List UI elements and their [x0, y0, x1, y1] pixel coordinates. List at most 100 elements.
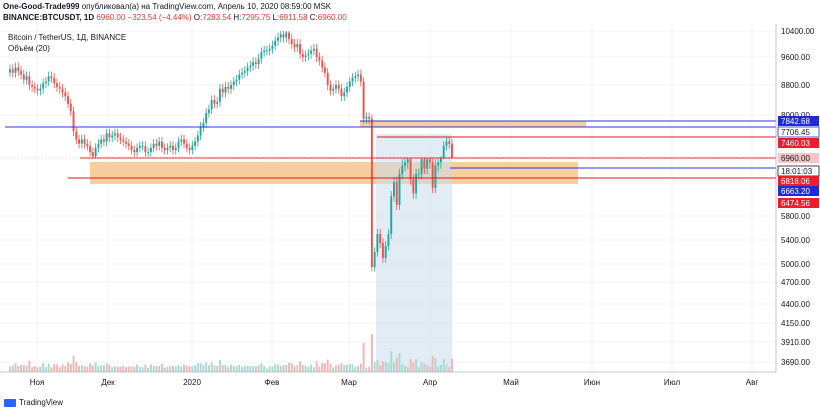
candle — [80, 139, 83, 144]
candle — [185, 143, 188, 148]
candle — [393, 182, 395, 197]
candle — [381, 243, 384, 258]
volume-bar — [221, 365, 224, 372]
candle — [64, 92, 67, 97]
volume-bar — [321, 362, 324, 372]
volume-bar — [381, 361, 384, 372]
chart-header-ohlc: BINANCE:BTCUSDT, 1D 6960.00 −323.54 (−4.… — [3, 13, 347, 22]
candle — [138, 145, 141, 148]
time-tick-label: Дек — [101, 378, 115, 387]
time-tick-label: Мар — [341, 378, 357, 387]
price-label-box — [778, 186, 819, 196]
volume-bar — [442, 359, 445, 372]
candle — [191, 145, 194, 151]
volume-bar — [130, 366, 133, 372]
candle — [55, 83, 58, 87]
candle — [348, 81, 351, 87]
price-chart[interactable]: 10400.00 9600.00 8800.00 8000.00 5800.00 5400… — [0, 24, 820, 396]
volume-bar — [257, 365, 260, 372]
volume-bar — [47, 363, 50, 372]
volume-bar — [138, 367, 141, 372]
volume-bar — [33, 366, 36, 372]
volume-bar — [183, 364, 186, 372]
grid-lines — [0, 24, 776, 372]
candle — [17, 67, 20, 71]
volume-bar — [102, 365, 105, 372]
candle — [127, 143, 130, 146]
candle — [14, 67, 17, 73]
volume-bar — [268, 366, 271, 372]
candle — [318, 57, 321, 61]
volume-bar — [359, 363, 362, 372]
candle — [337, 85, 340, 89]
volume-bar — [42, 363, 45, 372]
volume-bar — [44, 366, 47, 372]
candle — [373, 252, 376, 267]
candle — [359, 74, 362, 82]
candle — [136, 147, 139, 153]
volume-bar — [285, 365, 288, 372]
candle — [169, 145, 172, 148]
volume-bar — [108, 364, 111, 372]
volume-bar — [202, 364, 205, 372]
candle — [102, 139, 105, 142]
volume-bar — [318, 366, 321, 372]
price-axis[interactable]: 10400.00 9600.00 8800.00 8000.00 5800.00 5400… — [781, 27, 815, 367]
candle — [111, 135, 114, 138]
candle — [28, 76, 31, 85]
price-tick-label: 4400.00 — [781, 300, 810, 309]
candle — [365, 116, 368, 119]
time-tick-label: Фев — [265, 378, 280, 387]
volume-bar — [296, 364, 299, 372]
volume-bar — [28, 360, 31, 372]
candle — [401, 165, 404, 175]
volume-bar — [288, 362, 290, 372]
volume-bar — [163, 367, 166, 372]
candle — [265, 50, 268, 52]
volume-bar — [329, 363, 332, 372]
price-tick-label: 8000.00 — [781, 111, 810, 120]
volume-bar — [299, 361, 302, 372]
volume-bar — [238, 364, 241, 372]
candle — [207, 109, 210, 114]
candle — [390, 196, 393, 234]
candle — [276, 37, 279, 41]
candle — [332, 88, 335, 91]
price-label-box — [778, 153, 819, 163]
volume-bar — [252, 366, 255, 372]
candle — [299, 44, 302, 54]
price-tick-label: 3690.00 — [781, 358, 810, 367]
candle — [412, 179, 415, 194]
candle — [33, 86, 36, 89]
volume-bar — [116, 366, 119, 372]
price-label: 6960.00 — [781, 154, 810, 163]
volume-bar — [166, 366, 169, 372]
volume-bar — [346, 364, 348, 372]
time-tick-label: Ноя — [30, 378, 45, 387]
candle — [376, 234, 379, 252]
volume-bar — [373, 362, 376, 372]
volume-bar — [412, 362, 415, 372]
volume-bar — [398, 353, 401, 372]
volume-bar — [205, 362, 208, 372]
candle — [196, 135, 199, 142]
candle — [241, 72, 244, 75]
volume-bar — [31, 367, 34, 372]
volume-bar — [431, 355, 434, 372]
candle — [451, 143, 453, 158]
time-tick-label: Авг — [746, 378, 759, 387]
volume-bar — [437, 366, 440, 372]
candle — [282, 34, 285, 38]
candle — [263, 50, 266, 53]
footer: TradingView — [4, 398, 63, 407]
volume-bar — [17, 365, 20, 372]
legend-volume: Объём (20) — [8, 44, 50, 53]
candle — [415, 174, 418, 194]
candle — [232, 81, 235, 85]
volume-bar — [368, 366, 371, 372]
volume-bar — [78, 365, 81, 372]
volume-bar — [423, 363, 426, 372]
support-zone — [90, 162, 578, 184]
candle — [89, 145, 92, 153]
time-axis[interactable]: Ноя Дек 2020 Фев Мар Апр Май Июн Июл Авг — [30, 378, 759, 387]
